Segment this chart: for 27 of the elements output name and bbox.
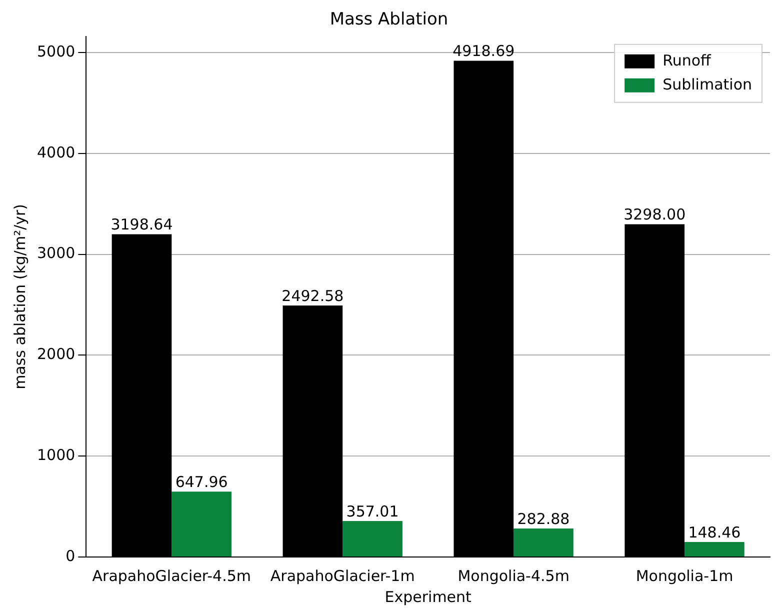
- data-label: 148.46: [688, 523, 741, 542]
- bar: [172, 492, 232, 556]
- x-tick-label: ArapahoGlacier-1m: [270, 566, 415, 585]
- legend-label: Runoff: [662, 51, 712, 70]
- data-label: 3298.00: [624, 206, 686, 224]
- x-tick-label: Mongolia-4.5m: [458, 566, 570, 585]
- y-tick-label: 2000: [36, 345, 76, 364]
- x-tick-label: Mongolia-1m: [636, 566, 734, 585]
- y-tick-label: 4000: [36, 143, 76, 162]
- data-label: 282.88: [517, 510, 570, 528]
- y-tick-label: 5000: [36, 42, 76, 60]
- x-axis-title: Experiment: [384, 588, 472, 606]
- y-tick-label: 1000: [36, 446, 76, 464]
- data-label: 647.96: [175, 473, 228, 492]
- legend-label: Sublimation: [662, 75, 752, 94]
- bar: [342, 520, 402, 556]
- x-tick-label: ArapahoGlacier-4.5m: [92, 566, 252, 585]
- data-label: 2492.58: [282, 286, 344, 305]
- bar: [684, 542, 744, 556]
- data-label: 4918.69: [452, 42, 515, 60]
- chart-title: Mass Ablation: [330, 10, 448, 30]
- data-label: 3198.64: [110, 216, 173, 234]
- y-tick-label: 3000: [36, 244, 76, 262]
- bar: [514, 528, 574, 556]
- y-axis-title: mass ablation (kg/m²/yr): [10, 204, 29, 390]
- y-tick-label: 0: [66, 546, 76, 565]
- data-label: 357.01: [346, 502, 399, 520]
